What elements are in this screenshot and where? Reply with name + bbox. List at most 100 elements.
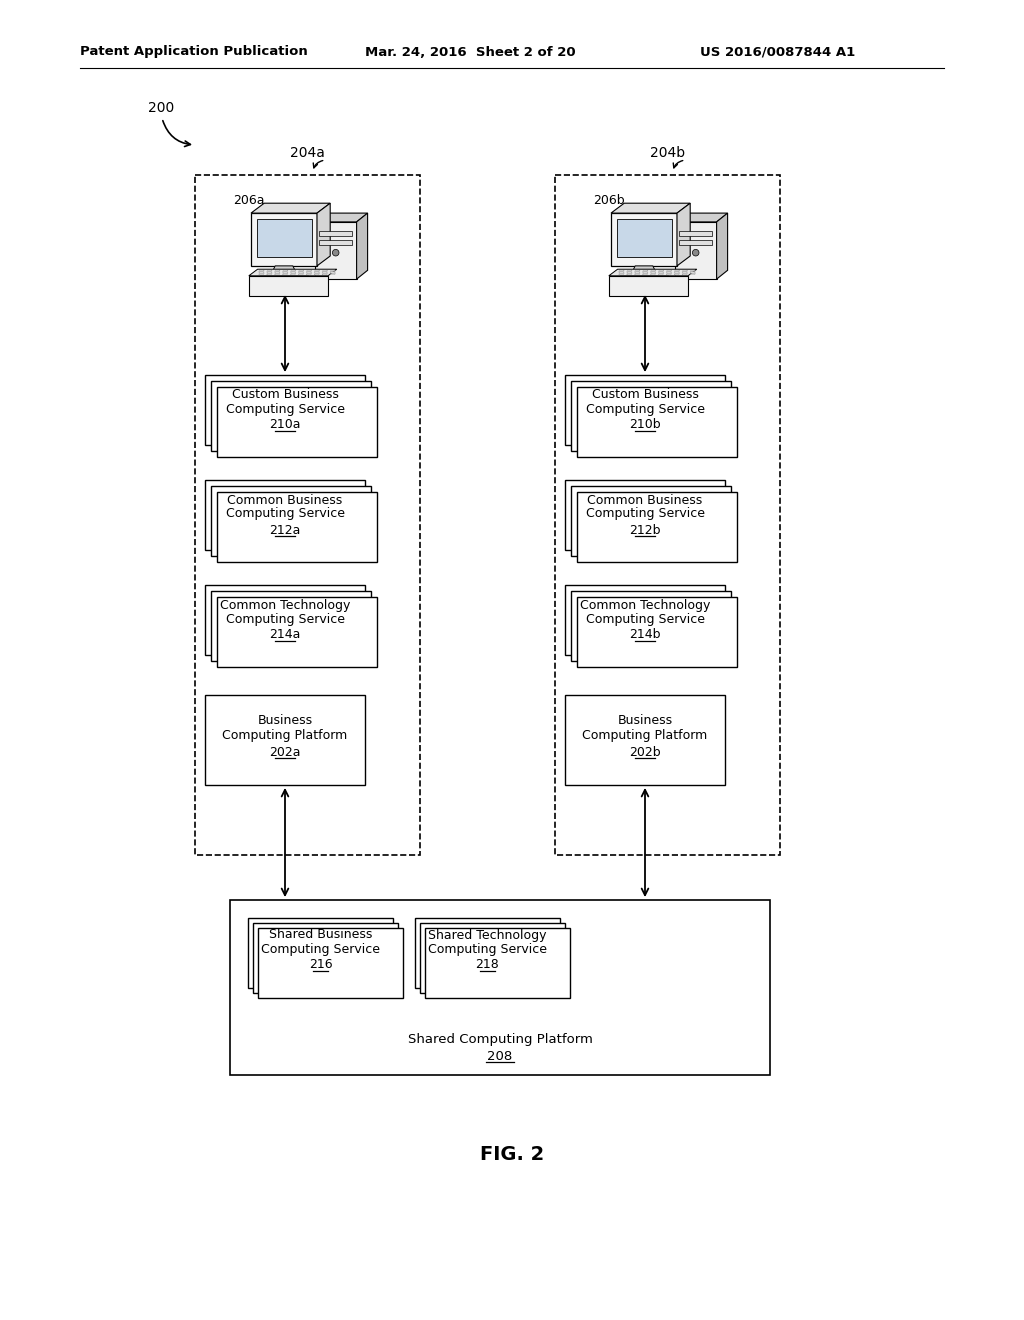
Circle shape (692, 249, 699, 256)
Bar (230, 900, 770, 1074)
Bar (253, 923, 398, 993)
Text: 206a: 206a (233, 194, 264, 206)
Bar (319, 239, 352, 246)
Text: Shared Computing Platform: Shared Computing Platform (408, 1034, 593, 1047)
Bar (571, 486, 731, 556)
Text: 208: 208 (487, 1049, 513, 1063)
Text: Common Technology: Common Technology (220, 598, 350, 611)
Text: FIG. 2: FIG. 2 (480, 1146, 544, 1164)
Text: 214b: 214b (630, 628, 660, 642)
Text: 212a: 212a (269, 524, 301, 536)
Bar (248, 917, 393, 987)
Bar (205, 375, 365, 445)
Polygon shape (677, 203, 690, 265)
Bar (675, 222, 717, 279)
Bar (249, 276, 328, 296)
Polygon shape (609, 269, 696, 276)
Bar (319, 231, 352, 236)
Text: Business: Business (617, 714, 673, 726)
Text: Computing Service: Computing Service (225, 403, 344, 416)
Polygon shape (317, 203, 330, 265)
Bar (251, 213, 317, 265)
Bar (577, 492, 737, 562)
Bar (571, 381, 731, 451)
Text: Mar. 24, 2016  Sheet 2 of 20: Mar. 24, 2016 Sheet 2 of 20 (365, 45, 575, 58)
Bar (195, 176, 420, 855)
Bar (217, 492, 377, 562)
Text: Computing Service: Computing Service (586, 403, 705, 416)
Text: 204a: 204a (290, 147, 325, 160)
Bar (571, 591, 731, 661)
Text: US 2016/0087844 A1: US 2016/0087844 A1 (700, 45, 855, 58)
Bar (425, 928, 570, 998)
Text: Shared Technology: Shared Technology (428, 928, 547, 941)
Text: Computing Service: Computing Service (225, 507, 344, 520)
Bar (565, 375, 725, 445)
Bar (415, 917, 560, 987)
Bar (256, 219, 311, 257)
Bar (217, 597, 377, 667)
Text: 212b: 212b (630, 524, 660, 536)
Text: Patent Application Publication: Patent Application Publication (80, 45, 308, 58)
Text: Custom Business: Custom Business (231, 388, 339, 401)
Bar (611, 213, 677, 265)
Text: Computing Service: Computing Service (225, 612, 344, 626)
Bar (565, 480, 725, 550)
Text: 216: 216 (308, 958, 333, 972)
Bar (577, 597, 737, 667)
Text: Computing Platform: Computing Platform (222, 729, 347, 742)
Text: Computing Service: Computing Service (586, 612, 705, 626)
Polygon shape (270, 265, 297, 275)
Bar (555, 176, 780, 855)
Polygon shape (251, 203, 330, 213)
Bar (211, 381, 371, 451)
Text: Common Technology: Common Technology (580, 598, 711, 611)
Bar (620, 275, 669, 280)
Text: Custom Business: Custom Business (592, 388, 698, 401)
Bar (679, 239, 713, 246)
Text: 202a: 202a (269, 746, 301, 759)
Text: 210a: 210a (269, 418, 301, 432)
Bar (616, 219, 672, 257)
FancyArrowPatch shape (313, 161, 323, 168)
Bar (211, 591, 371, 661)
Bar (205, 480, 365, 550)
Circle shape (333, 249, 339, 256)
Text: Business: Business (257, 714, 312, 726)
Bar (258, 928, 403, 998)
Text: Common Business: Common Business (227, 494, 343, 507)
Polygon shape (356, 213, 368, 279)
Bar (679, 231, 713, 236)
Polygon shape (717, 213, 728, 279)
FancyArrowPatch shape (163, 120, 190, 147)
Bar (565, 696, 725, 785)
Text: 214a: 214a (269, 628, 301, 642)
Polygon shape (675, 213, 728, 222)
Polygon shape (631, 265, 657, 275)
Bar (205, 696, 365, 785)
Bar (565, 585, 725, 655)
Polygon shape (314, 213, 368, 222)
Text: Computing Platform: Computing Platform (583, 729, 708, 742)
Polygon shape (249, 269, 337, 276)
Polygon shape (611, 203, 690, 213)
Text: Computing Service: Computing Service (586, 507, 705, 520)
Text: 200: 200 (148, 102, 174, 115)
Bar (211, 486, 371, 556)
Bar (260, 275, 308, 280)
Bar (205, 585, 365, 655)
Text: Common Business: Common Business (588, 494, 702, 507)
Bar (577, 387, 737, 457)
FancyArrowPatch shape (673, 161, 683, 168)
Text: 218: 218 (475, 958, 500, 972)
Text: Computing Service: Computing Service (428, 942, 547, 956)
Text: 202b: 202b (629, 746, 660, 759)
Bar (609, 276, 688, 296)
Bar (420, 923, 565, 993)
Text: 210b: 210b (629, 418, 660, 432)
Text: 204b: 204b (650, 147, 685, 160)
Text: Computing Service: Computing Service (261, 942, 380, 956)
Bar (314, 222, 356, 279)
Bar (217, 387, 377, 457)
Text: Shared Business: Shared Business (269, 928, 372, 941)
